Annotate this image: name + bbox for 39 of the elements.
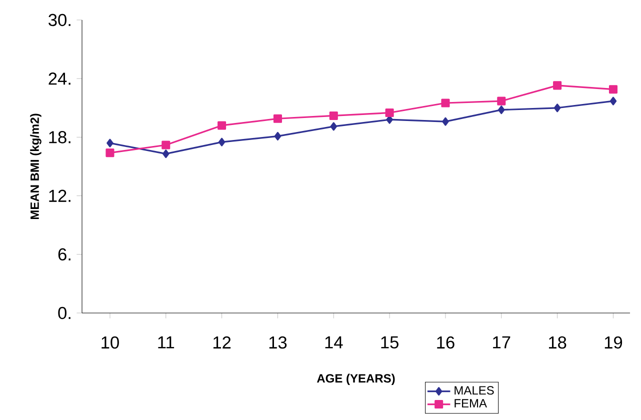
point	[106, 148, 114, 158]
point	[162, 150, 170, 158]
y-tick-label: 12.	[49, 190, 70, 202]
point	[218, 138, 226, 146]
x-tick-label: 19	[604, 336, 622, 349]
y-tick-label: 18.	[49, 131, 70, 144]
y-tick-label: 6.	[58, 248, 70, 261]
x-tick-label: 13	[269, 336, 287, 349]
point	[218, 121, 226, 130]
point	[610, 96, 617, 106]
x-tick-label: 16	[437, 336, 454, 349]
y-axis-title: MEAN BMI (kg/m2)	[30, 114, 42, 220]
y-tick-label: 24.	[48, 72, 70, 85]
point	[330, 122, 338, 131]
point	[106, 138, 114, 148]
point	[441, 98, 450, 108]
legend-label: MALES	[454, 386, 494, 395]
x-axis-title: AGE (YEARS)	[316, 374, 395, 385]
x-tick-label: 18	[548, 336, 566, 349]
point	[162, 140, 170, 150]
x-tick-label: 17	[493, 336, 510, 348]
y-tick-label: 0.	[58, 306, 70, 320]
point	[498, 106, 505, 114]
point	[553, 81, 562, 90]
point	[385, 108, 394, 118]
point	[329, 111, 338, 120]
x-tick-label: 14	[325, 336, 343, 348]
point	[273, 114, 282, 123]
legend-label: FEMA	[454, 399, 488, 408]
x-tick-label: 15	[381, 336, 398, 348]
x-tick-label: 11	[158, 336, 174, 348]
point	[554, 104, 561, 112]
point	[497, 96, 506, 106]
x-tick-label: 12	[213, 336, 231, 348]
point	[274, 132, 282, 140]
point	[608, 85, 618, 94]
x-tick-label: 10	[102, 336, 119, 349]
y-tick-label: 30.	[48, 14, 70, 26]
point	[442, 117, 449, 126]
